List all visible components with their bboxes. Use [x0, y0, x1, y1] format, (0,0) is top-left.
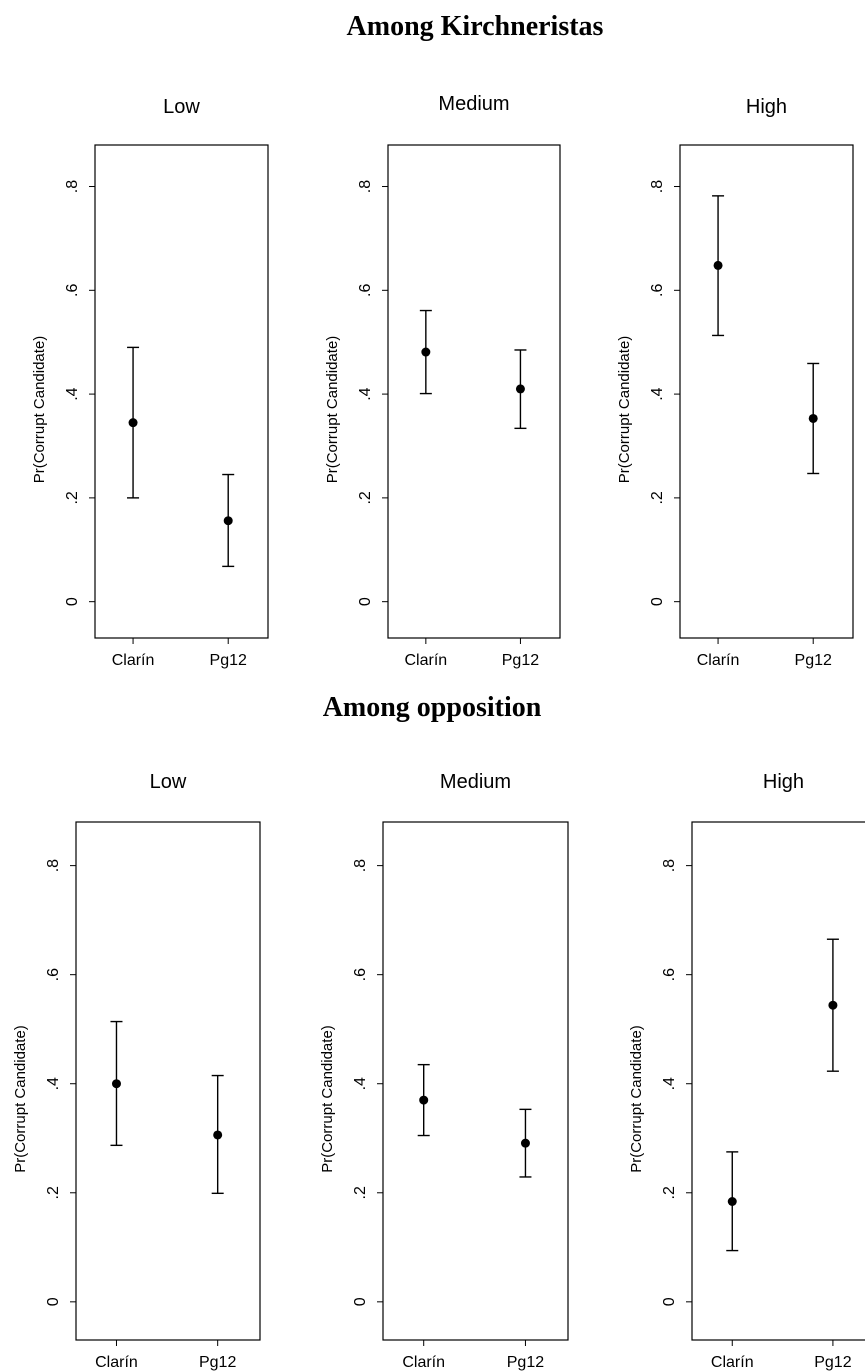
panel-3: High 0 .2 .4 .6 .8 Pr(Corrupt Candidate) Clarín…: [616, 96, 854, 669]
plot-frame: [679, 144, 854, 639]
point-estimate: [111, 1079, 121, 1089]
point-estimate: [713, 260, 723, 270]
panel-1: Low 0 .2 .4 .6 .8 Pr(Corrupt Candidate) Clarín P…: [31, 96, 269, 669]
x-tick-label: Pg12: [507, 1354, 544, 1371]
y-tick-label: .6: [45, 968, 62, 981]
y-tick-label: .8: [64, 180, 81, 193]
plot-frame: [382, 821, 569, 1341]
panel-title: Low: [163, 96, 200, 118]
y-tick-label: .8: [352, 859, 369, 872]
panel-6: High 0 .2 .4 .6 .8 Pr(Corrupt Candidate) Clarín…: [628, 771, 865, 1371]
panel-5: Medium 0 .2 .4 .6 .8 Pr(Corrupt Candidate) Clar…: [319, 771, 569, 1371]
panel-title: High: [746, 96, 787, 118]
panel-title: Low: [150, 771, 187, 793]
y-tick-label: .6: [357, 284, 374, 297]
point-estimate: [727, 1197, 737, 1207]
plot-frame: [691, 821, 865, 1341]
x-tick-label: Pg12: [199, 1354, 236, 1371]
plot-frame: [75, 821, 261, 1341]
y-axis-label: Pr(Corrupt Candidate): [31, 336, 48, 484]
point-estimate: [213, 1130, 223, 1140]
y-tick-label: .6: [64, 284, 81, 297]
y-tick-label: .8: [45, 859, 62, 872]
point-estimate: [419, 1095, 429, 1105]
y-tick-label: .6: [661, 968, 678, 981]
y-axis-label: Pr(Corrupt Candidate): [628, 1025, 645, 1173]
y-tick-label: 0: [64, 597, 81, 606]
point-estimate: [520, 1138, 530, 1148]
y-tick-label: .6: [649, 284, 666, 297]
y-tick-label: .2: [352, 1186, 369, 1199]
point-estimate: [828, 1000, 838, 1010]
y-axis-label: Pr(Corrupt Candidate): [12, 1025, 29, 1173]
y-tick-label: 0: [45, 1297, 62, 1306]
point-estimate: [128, 418, 138, 428]
x-tick-label: Clarín: [402, 1354, 445, 1371]
panels: Low 0 .2 .4 .6 .8 Pr(Corrupt Candidate) Clarín P…: [12, 93, 865, 1371]
point-estimate: [515, 384, 525, 394]
y-tick-label: .8: [661, 859, 678, 872]
y-tick-label: .8: [649, 180, 666, 193]
y-tick-label: .6: [352, 968, 369, 981]
y-tick-label: .2: [661, 1186, 678, 1199]
x-tick-label: Pg12: [814, 1354, 851, 1371]
x-tick-label: Pg12: [210, 652, 247, 669]
panel-title: Medium: [438, 93, 509, 115]
y-tick-label: .4: [352, 1077, 369, 1090]
x-tick-label: Clarín: [112, 652, 155, 669]
panel-2: Medium 0 .2 .4 .6 .8 Pr(Corrupt Candidate) Clar…: [324, 93, 561, 669]
y-tick-label: .4: [661, 1077, 678, 1090]
y-axis-label: Pr(Corrupt Candidate): [616, 336, 633, 484]
y-axis-label: Pr(Corrupt Candidate): [319, 1025, 336, 1173]
point-estimate: [223, 516, 233, 526]
x-tick-label: Clarín: [95, 1354, 138, 1371]
y-tick-label: .4: [64, 387, 81, 400]
x-tick-label: Clarín: [711, 1354, 754, 1371]
x-tick-label: Clarín: [404, 652, 447, 669]
y-tick-label: .4: [45, 1077, 62, 1090]
y-tick-label: .4: [649, 387, 666, 400]
section-title-kirchneristas: Among Kirchneristas: [347, 11, 604, 42]
y-tick-label: .2: [64, 491, 81, 504]
y-tick-label: .4: [357, 387, 374, 400]
x-tick-label: Pg12: [795, 652, 832, 669]
point-estimate: [421, 347, 431, 357]
point-estimate: [808, 413, 818, 423]
y-tick-label: .2: [45, 1186, 62, 1199]
y-tick-label: 0: [352, 1297, 369, 1306]
panel-4: Low 0 .2 .4 .6 .8 Pr(Corrupt Candidate) Clarín P…: [12, 771, 261, 1371]
section-title-opposition: Among opposition: [323, 692, 542, 723]
plot-frame: [387, 144, 561, 639]
y-tick-label: 0: [661, 1297, 678, 1306]
plot-frame: [94, 144, 269, 639]
y-axis-label: Pr(Corrupt Candidate): [324, 336, 341, 484]
panel-title: High: [763, 771, 804, 793]
x-tick-label: Pg12: [502, 652, 539, 669]
panel-title: Medium: [440, 771, 511, 793]
y-tick-label: .2: [357, 491, 374, 504]
x-tick-label: Clarín: [697, 652, 740, 669]
y-tick-label: 0: [649, 597, 666, 606]
y-tick-label: .8: [357, 180, 374, 193]
y-tick-label: 0: [357, 597, 374, 606]
y-tick-label: .2: [649, 491, 666, 504]
